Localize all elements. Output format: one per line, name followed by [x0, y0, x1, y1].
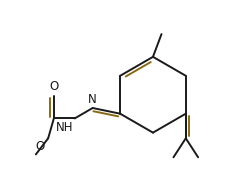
Text: N: N — [88, 93, 97, 106]
Text: NH: NH — [56, 121, 74, 134]
Text: O: O — [35, 140, 44, 153]
Text: O: O — [49, 80, 58, 93]
